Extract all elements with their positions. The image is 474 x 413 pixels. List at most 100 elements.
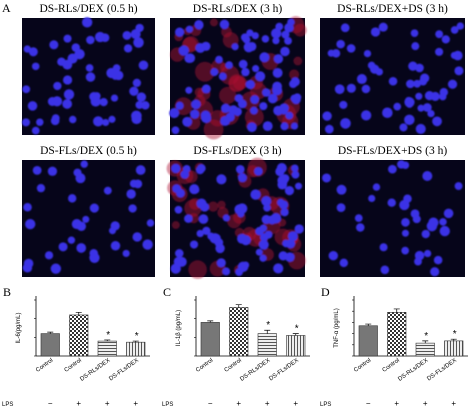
error-bar <box>235 304 242 308</box>
nucleus <box>69 115 77 124</box>
nucleus <box>133 179 143 189</box>
nucleus <box>356 74 367 85</box>
panel-label: B <box>3 285 11 299</box>
image-title: DS-RLs/DEX (3 h) <box>193 3 283 15</box>
nucleus <box>336 203 346 213</box>
nucleus <box>401 229 409 237</box>
nucleus <box>454 182 463 191</box>
nucleus <box>261 88 271 97</box>
nucleus <box>219 19 230 30</box>
nucleus <box>280 122 289 131</box>
nucleus <box>169 108 180 119</box>
nucleus <box>281 30 290 39</box>
nucleus <box>430 267 440 277</box>
nucleus <box>222 267 231 276</box>
nucleus <box>270 212 282 224</box>
nucleus <box>280 106 288 115</box>
nucleus <box>194 20 204 30</box>
nucleus <box>131 110 142 122</box>
nucleus <box>23 203 32 212</box>
nucleus <box>261 196 272 207</box>
nucleus <box>322 111 332 121</box>
error-bar <box>365 323 372 326</box>
error-bar <box>422 340 429 344</box>
nucleus <box>210 68 219 77</box>
nucleus <box>273 263 284 274</box>
nucleus <box>182 116 193 127</box>
nucleus <box>51 96 63 107</box>
nucleus <box>404 96 413 105</box>
nucleus <box>421 229 430 239</box>
nucleus <box>189 240 199 249</box>
nucleus <box>225 61 233 69</box>
nucleus <box>454 66 464 76</box>
nucleus <box>94 31 106 43</box>
bar <box>69 314 89 357</box>
nucleus <box>423 249 432 258</box>
micrograph <box>166 157 306 279</box>
nucleus <box>198 214 209 224</box>
nucleus <box>247 122 257 133</box>
cells <box>322 160 463 277</box>
panel-label: D <box>321 285 330 299</box>
nucleus <box>250 106 258 115</box>
lps-mark: + <box>236 399 241 408</box>
nucleus <box>28 47 38 57</box>
nucleus <box>412 215 421 224</box>
nucleus <box>275 22 284 31</box>
nucleus <box>62 59 73 70</box>
nucleus <box>216 258 226 268</box>
nucleus <box>22 85 31 94</box>
nucleus <box>271 28 282 39</box>
row-label: LPS <box>320 402 331 408</box>
nucleus <box>272 37 280 45</box>
x-tick-label: DS-RLs/DEX <box>79 358 111 383</box>
nucleus <box>272 85 283 96</box>
nucleus <box>417 104 425 112</box>
nucleus <box>102 118 110 127</box>
nucleus <box>378 22 388 32</box>
nucleus <box>413 79 422 88</box>
bar <box>387 312 407 357</box>
nucleus <box>294 224 304 234</box>
nucleus <box>246 29 254 37</box>
nucleus <box>422 170 433 181</box>
nucleus <box>89 203 99 213</box>
error-bar <box>104 339 111 342</box>
error-bar <box>450 338 457 341</box>
significance: * <box>266 320 270 331</box>
nucleus <box>447 79 458 89</box>
nucleus <box>259 102 268 111</box>
x-tick-label: DS-FLs/DEX <box>268 358 300 383</box>
nucleus <box>254 166 263 176</box>
nucleus <box>255 71 266 82</box>
nucleus <box>361 84 371 94</box>
x-tick-label: Control <box>382 358 401 374</box>
lps-mark: + <box>451 399 456 408</box>
nucleus <box>53 81 62 91</box>
nucleus <box>393 102 402 111</box>
nucleus <box>336 184 347 195</box>
nucleus <box>63 34 72 43</box>
nucleus <box>247 41 257 52</box>
nucleus <box>401 161 410 169</box>
error-bar <box>207 320 214 323</box>
nucleus <box>86 35 95 45</box>
lps-mark: + <box>76 399 81 408</box>
nucleus <box>182 165 191 173</box>
nucleus <box>174 205 183 214</box>
row-label: LPS <box>2 402 13 408</box>
nucleus <box>23 45 31 53</box>
nucleus <box>251 32 259 40</box>
micrograph <box>320 160 465 277</box>
nucleus <box>433 255 443 265</box>
bar <box>257 333 277 357</box>
nucleus <box>178 45 189 56</box>
nucleus <box>112 64 121 72</box>
nucleus <box>99 98 108 107</box>
nucleus <box>47 166 58 176</box>
x-tick-label: Control <box>64 358 83 374</box>
nucleus <box>426 220 438 232</box>
nucleus <box>404 114 415 126</box>
x-tick-label: Control <box>195 358 214 374</box>
